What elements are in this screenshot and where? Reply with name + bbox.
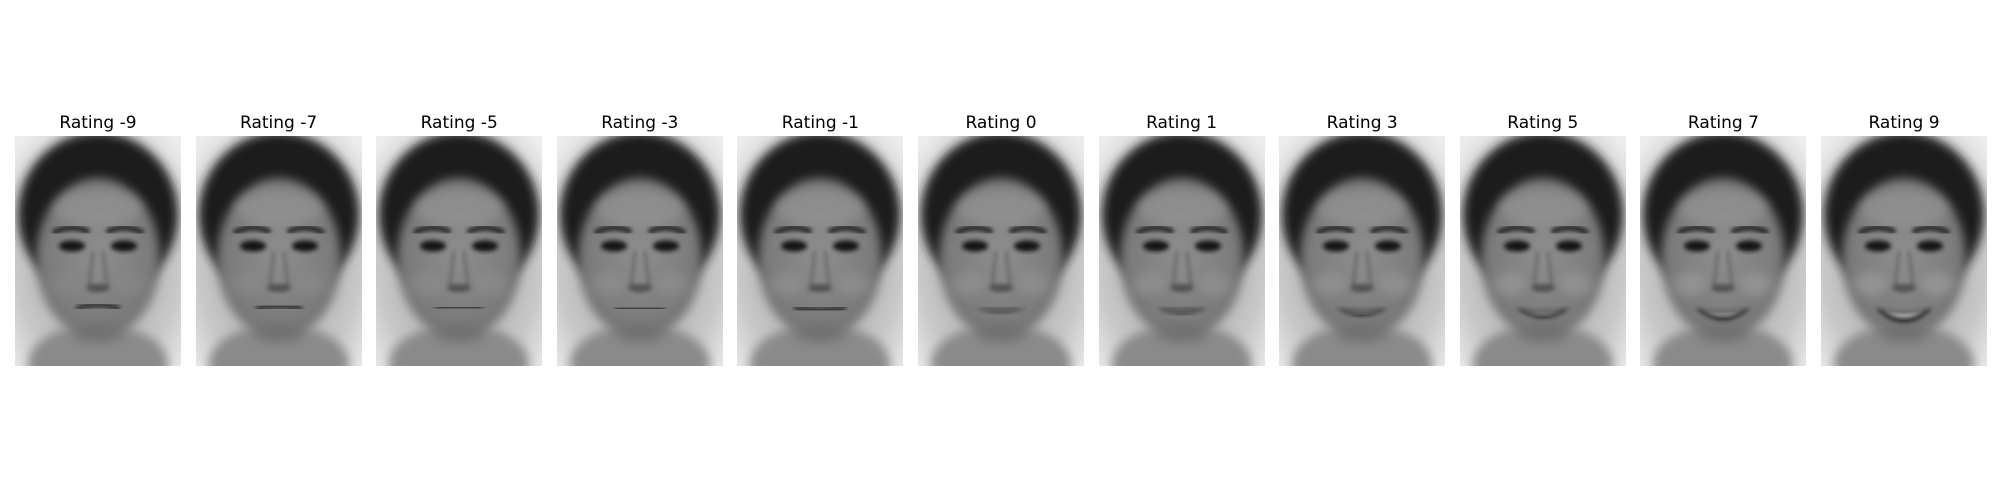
panel-title: Rating 1 [1146, 113, 1218, 133]
face-panel: Rating 5 [1459, 112, 1626, 366]
face-image [918, 136, 1084, 366]
face-image [1640, 136, 1807, 366]
face-image [15, 136, 181, 366]
face-panel: Rating 7 [1640, 112, 1807, 366]
face-image [1821, 136, 1987, 366]
face-panel: Rating 1 [1098, 112, 1265, 366]
face-image [556, 136, 723, 366]
face-image [195, 136, 362, 366]
face-panel: Rating -3 [556, 112, 723, 366]
panel-title: Rating -3 [601, 113, 679, 133]
panel-title: Rating 7 [1687, 113, 1759, 133]
face-image [1279, 136, 1446, 366]
panel-title: Rating 9 [1868, 113, 1940, 133]
face-panel: Rating 3 [1279, 112, 1446, 366]
panel-title: Rating -9 [59, 113, 137, 133]
face-image [737, 136, 904, 366]
panel-title: Rating 5 [1507, 113, 1579, 133]
face-image [1459, 136, 1626, 366]
face-panel: Rating 9 [1821, 112, 1987, 366]
face-image [1098, 136, 1265, 366]
face-panel: Rating -9 [15, 112, 181, 366]
face-panel: Rating 0 [918, 112, 1084, 366]
face-panel: Rating -5 [376, 112, 543, 366]
face-image [376, 136, 543, 366]
panel-title: Rating -1 [781, 113, 859, 133]
panel-title: Rating 3 [1326, 113, 1398, 133]
panel-title: Rating -7 [240, 113, 318, 133]
panel-title: Rating 0 [965, 113, 1037, 133]
face-panel: Rating -7 [195, 112, 362, 366]
face-panel: Rating -1 [737, 112, 904, 366]
panel-title: Rating -5 [420, 113, 498, 133]
